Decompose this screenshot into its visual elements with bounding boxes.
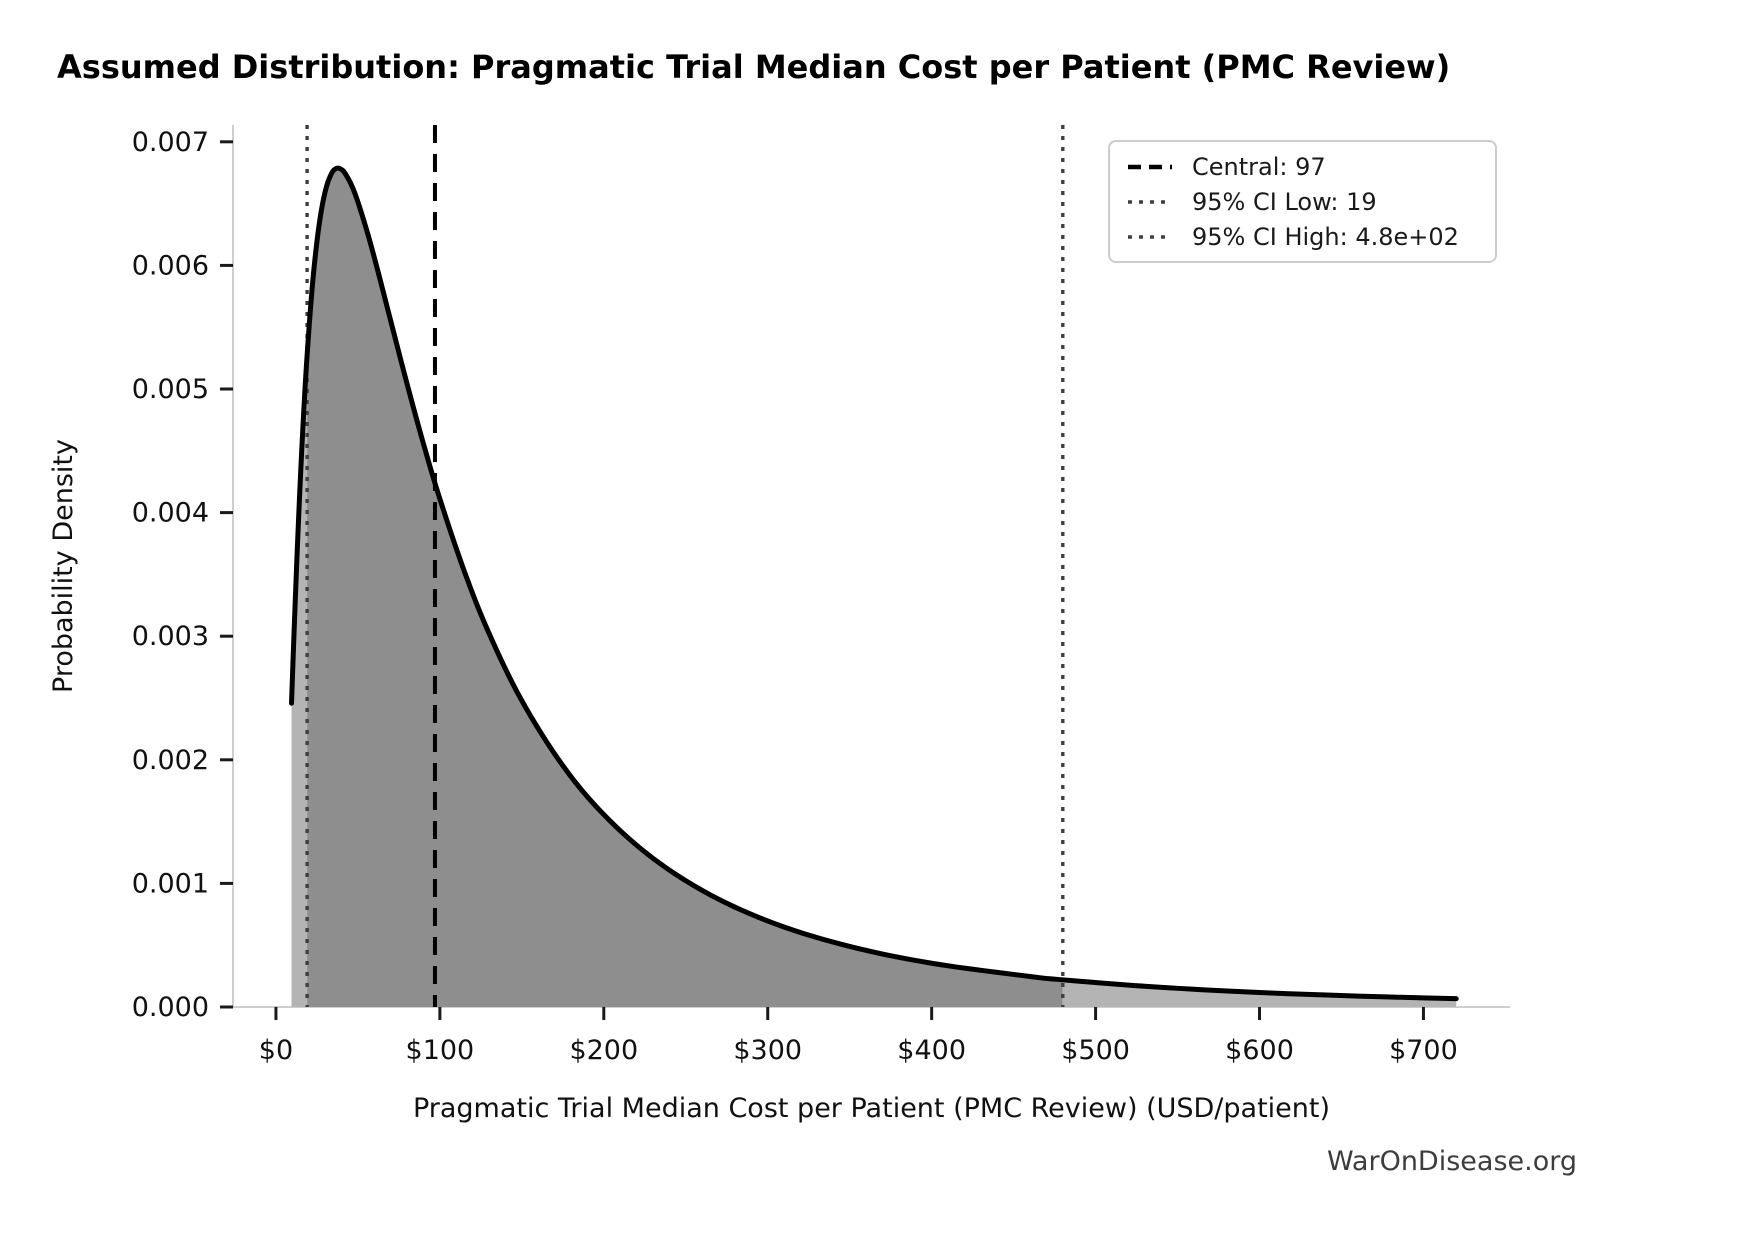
x-tick-label: $300 (733, 1035, 802, 1066)
y-tick-label: 0.001 (132, 868, 209, 899)
x-tick-label: $0 (259, 1035, 293, 1066)
chart-title: Assumed Distribution: Pragmatic Trial Me… (57, 48, 1451, 86)
dashed-line-sample (1128, 164, 1172, 169)
legend: Central: 97 95% CI Low: 19 95% CI High: … (1108, 140, 1497, 263)
x-tick-label: $700 (1389, 1035, 1458, 1066)
legend-item-ci-low: 95% CI Low: 19 (1126, 184, 1495, 219)
fill-region-0 (291, 355, 308, 1007)
x-tick-label: $500 (1061, 1035, 1130, 1066)
y-tick-label: 0.002 (132, 745, 209, 776)
y-tick-label: 0.007 (132, 127, 209, 158)
pdf-curve (289, 165, 1459, 1002)
dotted-line-sample (1128, 234, 1172, 239)
x-axis-label: Pragmatic Trial Median Cost per Patient … (412, 1093, 1331, 1124)
x-tick-label: $200 (569, 1035, 638, 1066)
y-tick-label: 0.005 (132, 374, 209, 405)
watermark: WarOnDisease.org (1326, 1146, 1577, 1177)
y-tick-label: 0.006 (132, 250, 209, 281)
legend-item-ci-high: 95% CI High: 4.8e+02 (1126, 219, 1495, 254)
x-tick-label: $400 (897, 1035, 966, 1066)
y-tick-label: 0.000 (132, 992, 209, 1023)
fill-region-1 (307, 168, 1063, 1007)
y-tick-label: 0.004 (132, 498, 209, 529)
legend-label-ci-high: 95% CI High: 4.8e+02 (1192, 222, 1459, 251)
legend-item-central: Central: 97 (1126, 149, 1495, 184)
legend-label-central: Central: 97 (1192, 152, 1326, 181)
x-tick-label: $600 (1225, 1035, 1294, 1066)
y-tick-label: 0.003 (132, 621, 209, 652)
y-axis-label: Probability Density (48, 439, 79, 693)
dotted-line-sample (1128, 199, 1172, 204)
x-tick-label: $100 (406, 1035, 475, 1066)
legend-label-ci-low: 95% CI Low: 19 (1192, 187, 1377, 216)
